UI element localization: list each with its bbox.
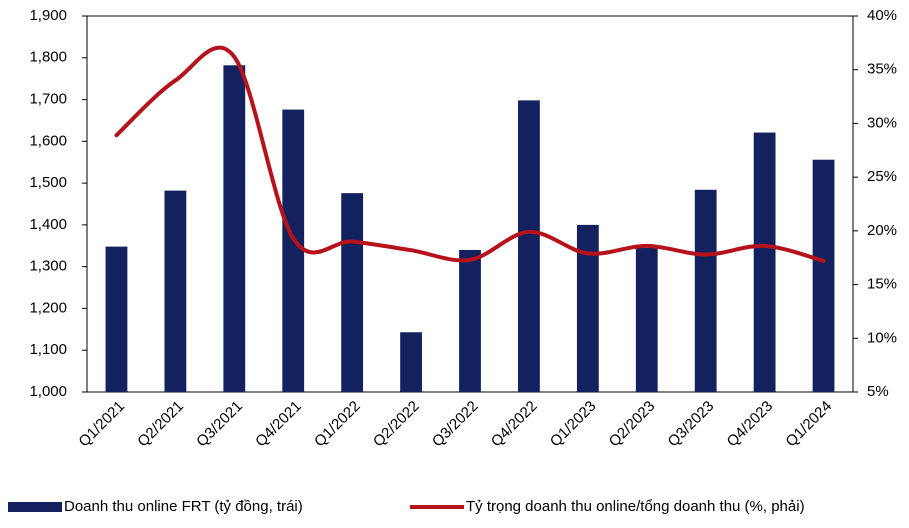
bar xyxy=(223,65,246,392)
bar xyxy=(518,100,540,392)
y2-tick-label: 30% xyxy=(867,114,897,131)
bar xyxy=(753,132,776,392)
x-tick-label: Q3/2021 xyxy=(193,398,246,451)
x-tick-label: Q1/2021 xyxy=(75,398,128,451)
legend-label: Tỷ trọng doanh thu online/tổng doanh thu… xyxy=(466,498,805,515)
y-tick-label: 1,000 xyxy=(29,383,67,400)
legend-label: Doanh thu online FRT (tỷ đồng, trái) xyxy=(64,498,303,515)
x-tick-label: Q2/2021 xyxy=(134,398,187,451)
bar xyxy=(635,247,658,392)
y-tick-label: 1,900 xyxy=(29,7,67,24)
legend-swatch xyxy=(8,502,62,512)
y-tick-label: 1,800 xyxy=(29,49,67,66)
x-tick-label: Q3/2023 xyxy=(665,398,718,451)
y2-tick-label: 10% xyxy=(867,329,897,346)
y-tick-label: 1,700 xyxy=(29,91,67,108)
x-tick-label: Q3/2022 xyxy=(429,398,482,451)
bar xyxy=(164,190,187,392)
y2-tick-label: 5% xyxy=(867,383,889,400)
line xyxy=(114,45,826,263)
y2-tick-label: 25% xyxy=(867,168,897,185)
bar xyxy=(812,159,835,392)
x-tick-label: Q1/2022 xyxy=(311,398,364,451)
bar xyxy=(459,249,481,392)
x-tick-label: Q2/2022 xyxy=(370,398,423,451)
bar xyxy=(576,224,599,392)
x-tick-label: Q4/2021 xyxy=(252,398,305,451)
y-tick-label: 1,400 xyxy=(29,216,67,233)
bar xyxy=(105,246,128,392)
bar xyxy=(282,109,305,393)
x-tick-label: Q2/2023 xyxy=(606,398,659,451)
y2-tick-label: 40% xyxy=(867,7,897,24)
y2-tick-label: 20% xyxy=(867,222,897,239)
y2-tick-label: 35% xyxy=(867,61,897,78)
bar xyxy=(341,193,364,392)
x-tick-label: Q4/2022 xyxy=(488,398,541,451)
y-tick-label: 1,300 xyxy=(29,258,67,275)
bar xyxy=(400,332,422,392)
y-tick-label: 1,100 xyxy=(29,341,67,358)
x-tick-label: Q4/2023 xyxy=(724,398,777,451)
x-tick-label: Q1/2024 xyxy=(782,398,835,451)
x-tick-label: Q1/2023 xyxy=(547,398,600,451)
y-tick-label: 1,600 xyxy=(29,132,67,149)
bar xyxy=(694,189,717,392)
y-tick-label: 1,200 xyxy=(29,299,67,316)
y2-tick-label: 15% xyxy=(867,276,897,293)
y-tick-label: 1,500 xyxy=(29,174,67,191)
